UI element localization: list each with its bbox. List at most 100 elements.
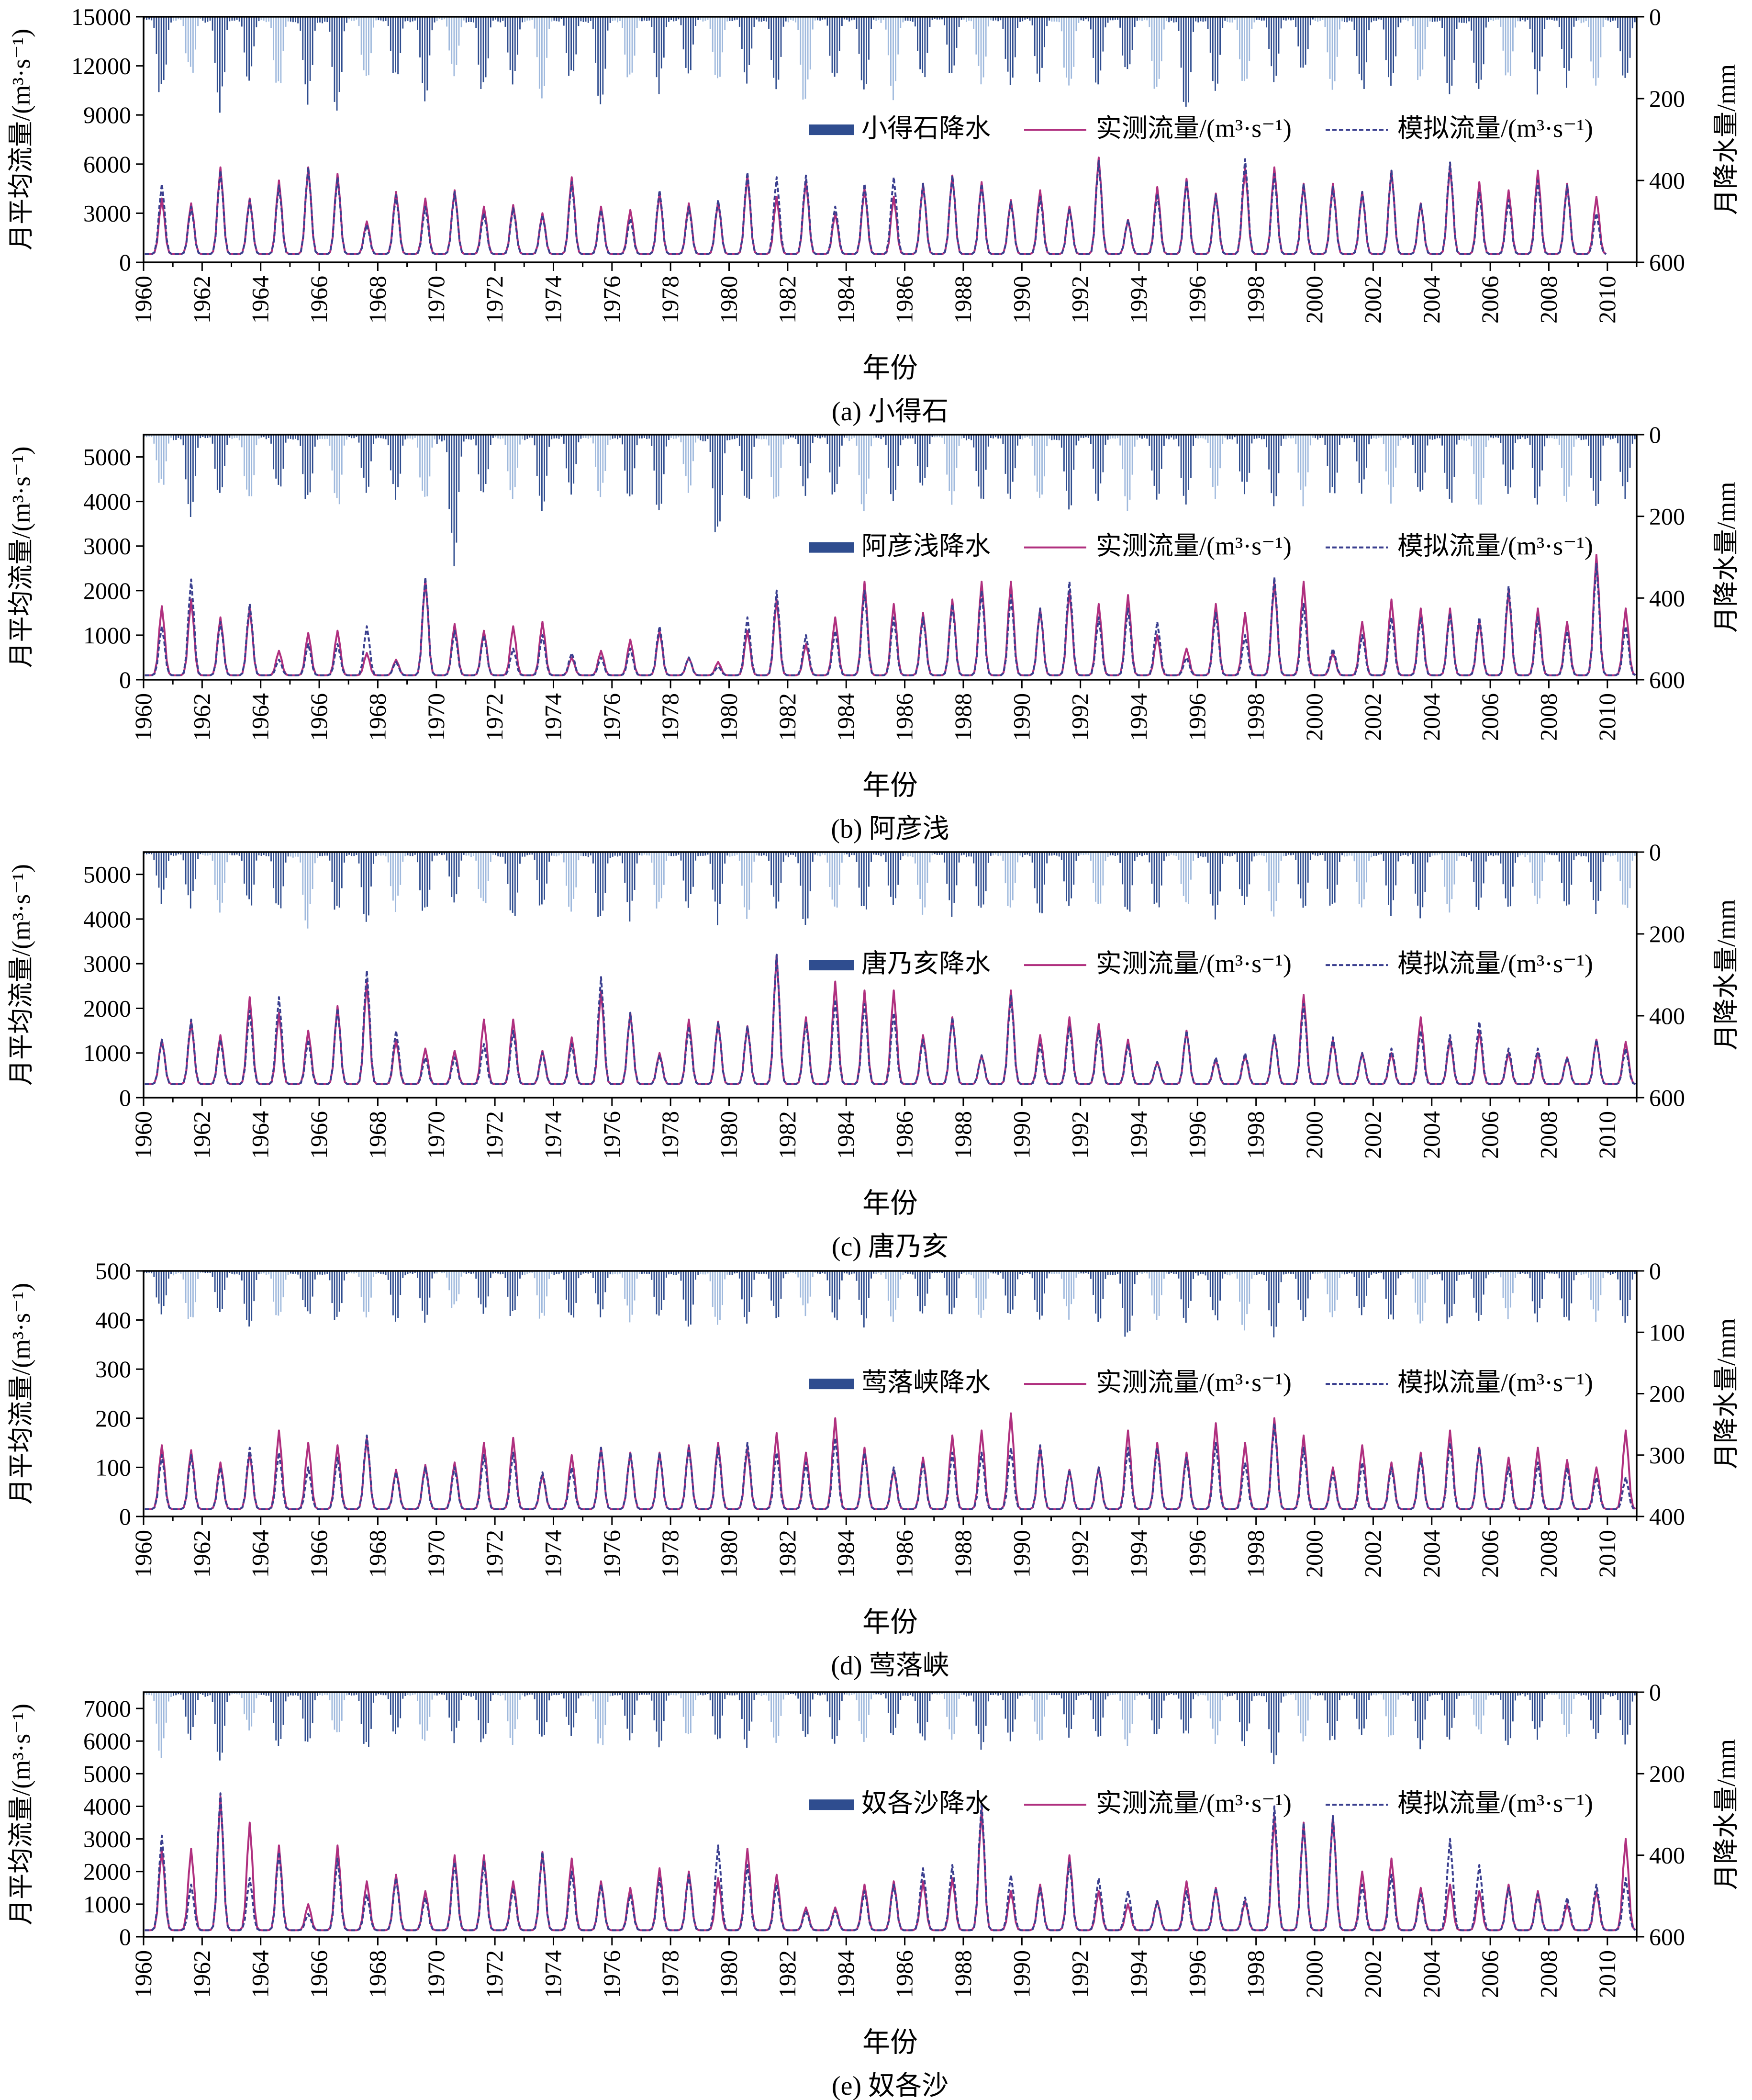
precip-bar — [1115, 852, 1116, 856]
precip-bar — [724, 17, 726, 30]
precip-bar — [368, 1271, 369, 1312]
precip-bar — [1166, 435, 1167, 438]
precip-bar — [875, 852, 877, 855]
precip-bar — [1168, 435, 1170, 439]
precip-bar — [504, 17, 506, 27]
precip-bar — [341, 1692, 343, 1721]
precip-bar — [209, 1271, 211, 1273]
precip-bar — [878, 1271, 880, 1273]
precip-bar — [1002, 1271, 1004, 1279]
precip-bar — [870, 17, 872, 29]
left-axis-title: 月平均流量/(m³·s⁻¹) — [7, 447, 35, 668]
precip-bar — [444, 435, 445, 440]
precip-bar — [1000, 1692, 1002, 1695]
precip-bar — [1453, 17, 1455, 60]
precip-bar — [1278, 435, 1280, 473]
precip-bar — [719, 435, 721, 522]
precip-bar — [334, 17, 335, 102]
precip-bar — [636, 1271, 638, 1279]
precip-bar — [512, 1692, 513, 1745]
precip-bar — [809, 435, 811, 463]
precip-bar — [295, 852, 296, 857]
precip-bar — [971, 1271, 972, 1275]
precip-bar — [990, 1271, 992, 1273]
precip-bar — [824, 17, 826, 20]
precip-bar — [915, 852, 916, 864]
precip-bar — [1546, 852, 1548, 855]
precip-bar — [1553, 435, 1555, 439]
precip-bar — [456, 1692, 458, 1728]
precip-bar — [582, 1271, 584, 1274]
precip-bar — [1531, 852, 1533, 883]
precip-bar — [1483, 17, 1484, 65]
precip-bar — [1568, 852, 1570, 905]
precip-bar — [1615, 1271, 1616, 1273]
legend-precip-label: 阿彦浅降水 — [861, 532, 991, 561]
precip-bar — [1017, 1692, 1018, 1699]
precip-bar — [538, 17, 540, 89]
precip-bar — [1353, 435, 1355, 442]
precip-bar — [648, 1271, 650, 1274]
precip-bar — [1307, 17, 1309, 49]
precip-bar — [297, 1692, 299, 1696]
precip-bar — [268, 17, 269, 22]
precip-bar — [222, 1271, 223, 1309]
precip-bar — [1093, 1692, 1094, 1719]
precip-bar — [1024, 852, 1026, 855]
precip-bars — [144, 435, 1636, 566]
precip-bar — [815, 17, 816, 21]
precip-bar — [1375, 852, 1377, 856]
precip-bar — [304, 852, 306, 921]
precip-bar — [604, 17, 606, 69]
precip-bar — [485, 1271, 487, 1308]
precip-bar — [397, 435, 399, 487]
precip-bar — [1344, 852, 1345, 857]
precip-bar — [766, 1692, 767, 1696]
precip-bar — [1383, 17, 1384, 30]
precip-bar — [1273, 1692, 1275, 1764]
precip-bar — [709, 1692, 711, 1701]
precip-bar — [482, 1271, 484, 1314]
precip-bar — [1022, 1271, 1024, 1275]
precip-bar — [1258, 17, 1260, 20]
precip-bar — [234, 17, 235, 21]
precip-bar — [453, 17, 455, 77]
precip-bar — [1395, 1271, 1397, 1295]
precip-bar — [1036, 435, 1038, 492]
precip-bar — [273, 1692, 274, 1723]
precip-bar — [1395, 1692, 1397, 1717]
precip-bar — [1324, 1692, 1326, 1701]
precip-bar — [1105, 852, 1106, 861]
precip-bar — [404, 435, 406, 440]
precip-bar — [1415, 1692, 1416, 1721]
precip-bar — [758, 17, 760, 22]
precip-bar — [936, 435, 938, 438]
precip-bar — [244, 17, 245, 53]
precip-bar — [746, 435, 748, 498]
precip-bar — [268, 1692, 269, 1696]
precip-bar — [785, 435, 787, 439]
precip-bar — [1441, 1692, 1443, 1700]
precip-bar — [1019, 17, 1021, 22]
precip-bar — [1358, 1271, 1360, 1308]
precip-bar — [1024, 435, 1026, 438]
precip-bar — [1251, 1271, 1253, 1279]
precip-bar — [1317, 435, 1318, 440]
precip-bar — [958, 435, 960, 446]
precip-bar — [736, 1692, 738, 1695]
legend: 阿彦浅降水 实测流量/(m³·s⁻¹) 模拟流量/(m³·s⁻¹) — [809, 532, 1593, 561]
precip-bar — [1383, 852, 1384, 861]
precip-bar — [1607, 852, 1609, 855]
precip-bar — [1036, 17, 1038, 74]
precip-bar — [922, 1271, 924, 1314]
precip-bar — [726, 17, 728, 22]
precip-bar — [858, 852, 860, 888]
precip-bar — [846, 435, 848, 438]
precip-bar — [897, 1271, 899, 1298]
precip-bar — [1236, 1692, 1238, 1700]
precip-bar — [1368, 1692, 1370, 1700]
precip-bar — [1473, 17, 1475, 63]
precip-bar — [1139, 1692, 1140, 1695]
precip-bar — [353, 1271, 355, 1274]
precip-bar — [1322, 852, 1324, 855]
